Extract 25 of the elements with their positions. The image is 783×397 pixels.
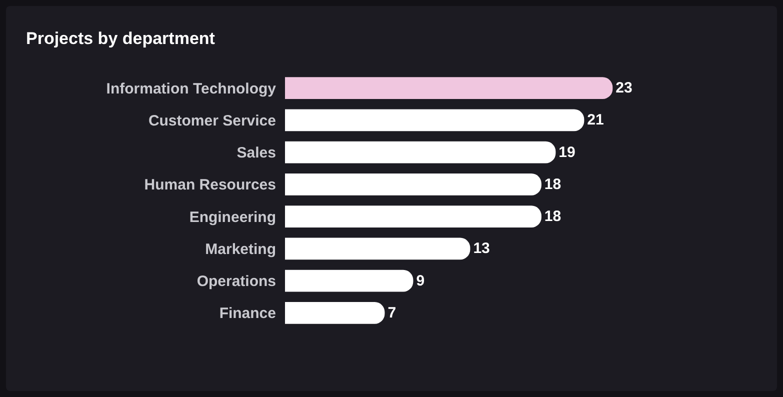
data-label: 21 xyxy=(587,112,604,129)
y-tick-label: Marketing xyxy=(205,240,276,258)
y-tick-label: Sales xyxy=(236,144,276,162)
data-label: 18 xyxy=(544,208,562,226)
y-tick-label: Operations xyxy=(196,273,276,290)
y-tick-label: Finance xyxy=(219,305,276,322)
bar xyxy=(285,238,470,260)
bar xyxy=(285,109,584,132)
bar xyxy=(285,270,414,292)
y-tick-label: Engineering xyxy=(189,208,276,226)
bar xyxy=(285,141,556,164)
data-label: 23 xyxy=(616,80,632,97)
y-tick-label: Customer Service xyxy=(148,112,276,130)
y-tick-label: Human Resources xyxy=(144,176,276,194)
data-label: 19 xyxy=(558,144,576,161)
bar xyxy=(285,77,613,99)
data-label: 7 xyxy=(388,304,396,322)
bar xyxy=(285,206,542,228)
bar xyxy=(285,174,542,196)
bar xyxy=(285,302,385,324)
data-label: 13 xyxy=(473,240,490,258)
data-label: 9 xyxy=(416,272,425,290)
y-tick-label: Information Technology xyxy=(106,80,277,98)
text: Projects by department xyxy=(26,28,216,48)
data-label: 18 xyxy=(544,176,562,193)
